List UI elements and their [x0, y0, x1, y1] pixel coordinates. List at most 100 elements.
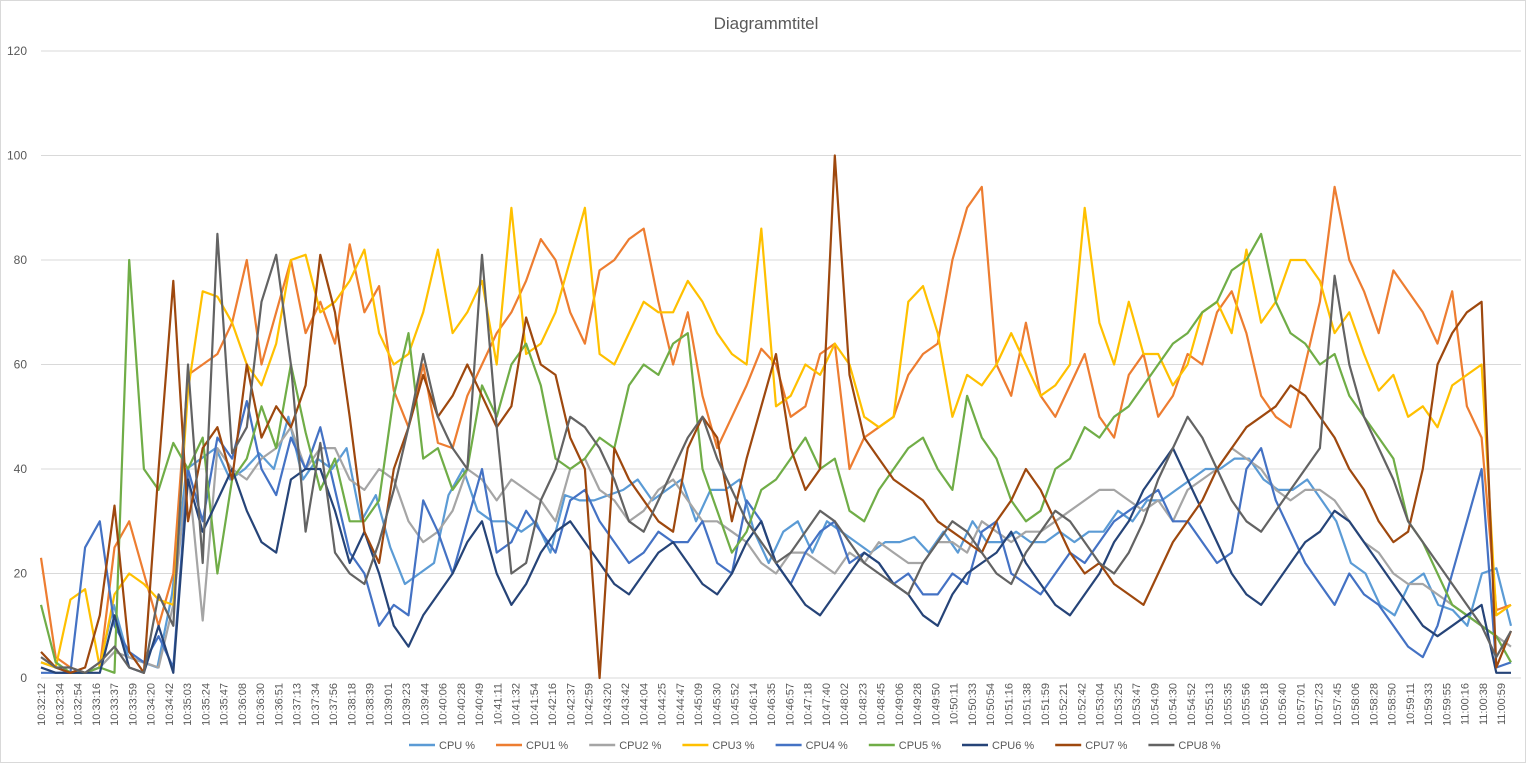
x-tick-label: 10:41:11 — [492, 683, 504, 725]
x-tick-label: 10:44:47 — [675, 683, 687, 726]
series-line-5 — [39, 232, 1512, 674]
x-tick-label: 10:53:47 — [1131, 683, 1143, 726]
x-tick-label: 10:46:14 — [748, 683, 760, 726]
legend-label: CPU5 % — [899, 740, 941, 752]
x-tick-label: 10:35:24 — [200, 683, 212, 726]
x-tick-label: 10:57:45 — [1332, 683, 1344, 726]
x-tick-label: 10:59:55 — [1441, 683, 1453, 726]
series-line-1 — [39, 185, 1512, 674]
legend-label: CPU4 % — [806, 740, 848, 752]
legend-label: CPU1 % — [526, 740, 568, 752]
x-tick-label: 10:56:18 — [1259, 683, 1271, 726]
legend: CPU % CPU1 % CPU2 % CPU3 % CPU4 % CPU5 % CPU6 … — [409, 740, 1221, 752]
x-tick-label: 10:32:12 — [36, 683, 48, 726]
x-tick-label: 10:38:39 — [365, 683, 377, 726]
x-tick-label: 10:42:37 — [565, 683, 577, 726]
x-tick-label: 10:49:28 — [912, 683, 924, 726]
x-tick-label: 10:34:42 — [164, 683, 176, 726]
x-tick-label: 10:47:18 — [803, 683, 815, 726]
x-tick-label: 10:54:09 — [1149, 683, 1161, 726]
x-tick-label: 10:53:25 — [1113, 683, 1125, 726]
x-tick-label: 10:40:49 — [474, 683, 486, 726]
x-tick-label: 10:39:44 — [419, 683, 431, 726]
x-tick-label: 10:52:42 — [1076, 683, 1088, 726]
x-tick-label: 10:47:40 — [821, 683, 833, 726]
legend-label: CPU2 % — [619, 740, 661, 752]
x-tick-label: 10:51:16 — [1003, 683, 1015, 726]
x-tick-label: 10:42:16 — [547, 683, 559, 726]
legend-label: CPU % — [439, 740, 475, 752]
x-tick-label: 10:36:08 — [237, 683, 249, 726]
x-tick-label: 10:53:04 — [1095, 683, 1107, 726]
series-line-2 — [40, 426, 1512, 674]
series-line-7 — [40, 154, 1513, 680]
x-tick-label: 10:42:59 — [584, 683, 596, 726]
series-line-3 — [40, 206, 1512, 669]
x-tick-label: 10:36:51 — [273, 683, 285, 726]
y-tick-label: 0 — [20, 671, 27, 685]
x-tick-label: 10:35:47 — [219, 683, 231, 726]
x-tick-label: 10:52:21 — [1058, 683, 1070, 726]
x-tick-label: 11:00:59 — [1496, 683, 1508, 725]
x-tick-label: 10:50:54 — [985, 683, 997, 726]
x-tick-label: 10:55:56 — [1241, 683, 1253, 726]
x-tick-label: 10:36:30 — [255, 683, 267, 726]
y-tick-label: 60 — [14, 358, 28, 372]
x-tick-label: 10:45:30 — [711, 683, 723, 726]
x-tick-label: 10:54:52 — [1186, 683, 1198, 726]
legend-label: CPU6 % — [992, 740, 1034, 752]
x-tick-label: 10:59:33 — [1423, 683, 1435, 726]
x-tick-label: 10:50:11 — [949, 683, 961, 725]
x-tick-label: 10:37:13 — [292, 683, 304, 726]
series-line-0 — [40, 415, 1513, 674]
x-tick-label: 10:46:57 — [784, 683, 796, 726]
x-tick-label: 10:34:20 — [146, 683, 158, 726]
legend-label: CPU3 % — [712, 740, 754, 752]
x-tick-label: 10:49:06 — [894, 683, 906, 726]
x-tick-label: 10:51:59 — [1040, 683, 1052, 726]
x-tick-label: 10:37:34 — [310, 683, 322, 726]
y-tick-label: 80 — [14, 253, 28, 267]
x-tick-label: 10:49:50 — [930, 683, 942, 726]
x-tick-label: 10:39:23 — [401, 683, 413, 726]
x-tick-label: 10:37:56 — [328, 683, 340, 726]
x-tick-label: 10:44:25 — [657, 683, 669, 726]
x-tick-label: 10:32:34 — [54, 683, 66, 726]
x-tick-label: 10:44:04 — [638, 683, 650, 726]
x-tick-label: 10:54:30 — [1168, 683, 1180, 726]
x-tick-label: 10:48:45 — [876, 683, 888, 726]
x-tick-label: 10:59:11 — [1405, 683, 1417, 725]
x-tick-label: 10:48:23 — [857, 683, 869, 726]
y-axis-ticks: 0 20 40 60 80 100 120 — [7, 44, 27, 685]
x-tick-label: 10:58:06 — [1350, 683, 1362, 726]
x-tick-label: 10:45:52 — [730, 683, 742, 726]
x-tick-label: 10:58:28 — [1368, 683, 1380, 726]
x-tick-label: 10:58:50 — [1387, 683, 1399, 726]
x-tick-label: 10:33:37 — [109, 683, 121, 726]
x-tick-label: 10:50:33 — [967, 683, 979, 726]
x-tick-label: 10:40:28 — [456, 683, 468, 726]
x-tick-label: 10:33:59 — [127, 683, 139, 726]
x-tick-label: 10:41:54 — [529, 683, 541, 726]
x-tick-label: 10:45:09 — [693, 683, 705, 726]
legend-label: CPU7 % — [1085, 740, 1127, 752]
series-line-4 — [41, 400, 1512, 674]
x-tick-label: 10:33:16 — [91, 683, 103, 726]
y-tick-label: 40 — [14, 462, 28, 476]
x-tick-label: 10:38:18 — [346, 683, 358, 726]
series-lines — [39, 154, 1513, 680]
x-tick-label: 10:48:02 — [839, 683, 851, 726]
x-tick-label: 11:00:38 — [1478, 683, 1490, 725]
x-tick-label: 10:55:13 — [1204, 683, 1216, 726]
x-tick-label: 10:41:32 — [511, 683, 523, 726]
x-axis-ticks: 10:32:12 10:32:34 10:32:54 10:33:16 10:33:37… — [36, 683, 1508, 726]
x-tick-label: 10:35:03 — [182, 683, 194, 726]
x-tick-label: 10:57:01 — [1295, 683, 1307, 726]
y-tick-label: 100 — [7, 149, 27, 163]
x-tick-label: 10:43:42 — [620, 683, 632, 726]
gridlines — [41, 50, 1521, 679]
x-tick-label: 11:00:16 — [1460, 683, 1472, 725]
chart-title: Diagrammtitel — [714, 14, 819, 33]
series-line-8 — [40, 232, 1512, 674]
